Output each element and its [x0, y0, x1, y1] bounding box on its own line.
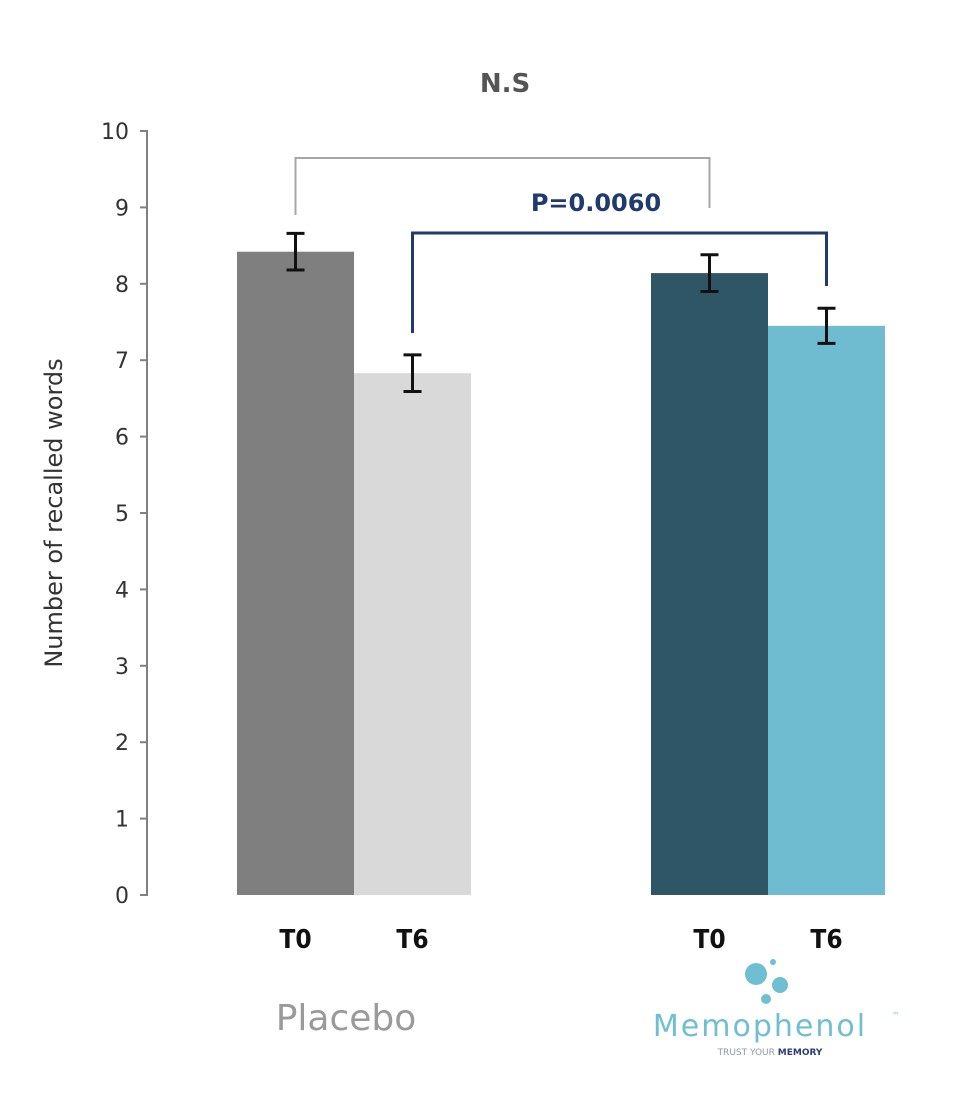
group-label-placebo: Placebo [276, 998, 417, 1039]
bars [237, 251, 885, 895]
logo-tagline-memory: MEMORY [778, 1048, 823, 1058]
bar-placebo-t6 [354, 373, 471, 895]
logo-bubble-medium [772, 977, 788, 993]
bar-memophenol-t6 [768, 325, 885, 895]
y-axis-label: Number of recalled words [40, 358, 68, 667]
bar-placebo-t0 [237, 251, 354, 895]
logo-bubble-tiny [761, 994, 771, 1004]
category-label: T0 [279, 925, 311, 955]
category-label: T6 [810, 925, 842, 955]
y-tick-label: 0 [115, 884, 129, 909]
y-tick-label: 5 [115, 502, 129, 527]
category-labels: T0 T6 T0 T6 [279, 925, 842, 955]
y-tick-label: 3 [115, 655, 129, 680]
logo-tagline-trust: TRUST YOUR [717, 1048, 778, 1058]
significance-bracket [294, 157, 711, 215]
logo-trademark: ™ [892, 1011, 900, 1020]
category-label: T0 [693, 925, 725, 955]
logo-bubble-small [770, 959, 776, 965]
y-tick-label: 7 [115, 349, 129, 374]
significance-label: P=0.0060 [531, 189, 661, 217]
y-tick-label: 9 [115, 196, 129, 221]
significance-brackets: N.S P=0.0060 [294, 69, 828, 333]
error-bars [286, 231, 836, 394]
significance-bracket [411, 231, 828, 333]
y-tick-label: 1 [115, 808, 129, 833]
y-tick-label: 10 [101, 120, 129, 145]
memophenol-logo: Memophenol ™ TRUST YOUR MEMORY [653, 959, 900, 1058]
category-label: T6 [396, 925, 428, 955]
y-tick-label: 4 [115, 578, 129, 603]
bar-memophenol-t0 [651, 273, 768, 895]
logo-bubble-large [745, 963, 767, 985]
logo-wordmark: Memophenol [653, 1009, 867, 1044]
y-axis: 0 1 2 3 4 5 6 7 8 9 10 [101, 120, 148, 909]
y-tick-label: 6 [115, 426, 129, 451]
y-tick-label: 8 [115, 273, 129, 298]
logo-tagline: TRUST YOUR MEMORY [717, 1048, 823, 1058]
y-tick-label: 2 [115, 731, 129, 756]
significance-label: N.S [480, 69, 530, 99]
